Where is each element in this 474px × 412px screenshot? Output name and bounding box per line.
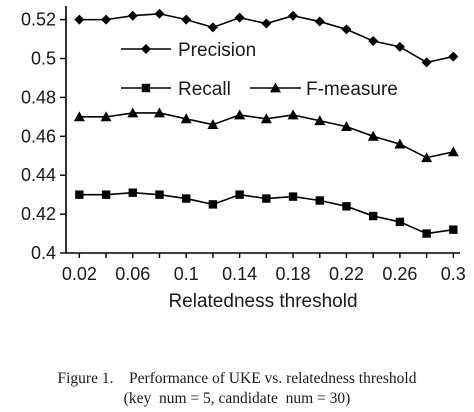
- data-point-f-measure: [394, 138, 406, 149]
- data-point-precision: [154, 8, 165, 19]
- data-point-precision: [207, 22, 218, 33]
- x-tick-label: 0.1: [174, 264, 199, 284]
- legend-marker-recall: [141, 83, 151, 93]
- data-point-recall: [262, 194, 271, 203]
- chart-series: [73, 8, 459, 238]
- data-point-recall: [368, 211, 378, 221]
- data-point-precision: [181, 14, 192, 25]
- x-tick-label: 0.22: [329, 264, 364, 284]
- y-tick-label: 0.42: [21, 204, 56, 224]
- data-point-f-measure: [287, 109, 299, 120]
- data-point-recall: [155, 190, 164, 199]
- x-tick-label: 0.3: [441, 264, 466, 284]
- x-axis-title: Relatedness threshold: [168, 291, 357, 312]
- legend-entry-recall: Recall: [121, 79, 231, 100]
- y-tick-label: 0.52: [21, 10, 56, 30]
- data-point-precision: [341, 24, 352, 35]
- y-tick-label: 0.5: [31, 49, 56, 69]
- data-point-precision: [314, 16, 325, 27]
- series-recall: [75, 188, 458, 238]
- data-point-f-measure: [260, 113, 272, 124]
- data-point-f-measure: [153, 107, 165, 118]
- legend-label-precision: Precision: [178, 40, 256, 61]
- data-point-f-measure: [127, 107, 139, 118]
- series-precision: [74, 8, 459, 68]
- data-point-recall: [101, 190, 111, 199]
- data-point-f-measure: [447, 146, 459, 157]
- y-tick-label: 0.4: [31, 243, 56, 263]
- data-point-recall: [235, 190, 244, 199]
- data-point-recall: [395, 217, 405, 227]
- x-tick-label: 0.26: [382, 264, 417, 284]
- data-point-recall: [422, 229, 431, 238]
- chart-axes: 0.4 0.42 0.44 0.46 0.48 0.5 0.52 0.02 0.06 0.1 0.1…: [21, 6, 466, 284]
- x-tick-label: 0.02: [62, 264, 97, 284]
- legend-entry-f-measure: F-measure: [250, 79, 398, 100]
- y-tick-label: 0.46: [21, 126, 56, 146]
- data-point-f-measure: [100, 111, 112, 122]
- data-point-f-measure: [180, 113, 192, 124]
- legend-marker-precision: [141, 44, 151, 54]
- data-point-f-measure: [73, 111, 85, 122]
- legend-label-recall: Recall: [178, 79, 231, 100]
- x-tick-label: 0.14: [222, 264, 257, 284]
- data-point-f-measure: [314, 115, 326, 126]
- data-point-f-measure: [340, 121, 352, 131]
- legend-entry-precision: Precision: [121, 40, 256, 61]
- y-tick-label: 0.44: [21, 165, 56, 185]
- data-point-recall: [449, 225, 458, 234]
- data-point-f-measure: [234, 109, 246, 120]
- chart-legend: Precision Recall F-measure: [121, 40, 398, 100]
- data-point-f-measure: [207, 119, 219, 130]
- x-tick-label: 0.18: [276, 264, 311, 284]
- data-point-precision: [448, 51, 459, 62]
- data-point-precision: [74, 14, 85, 25]
- data-point-recall: [208, 200, 218, 209]
- data-point-precision: [234, 12, 245, 23]
- y-tick-label: 0.48: [21, 87, 56, 107]
- legend-marker-f-measure: [270, 82, 281, 93]
- data-point-precision: [394, 41, 405, 52]
- data-point-f-measure: [421, 152, 433, 163]
- figure-caption-line-2: (key num = 5, candidate num = 30): [123, 390, 351, 407]
- data-point-recall: [342, 202, 351, 211]
- legend-label-f-measure: F-measure: [306, 79, 398, 100]
- x-tick-label: 0.06: [115, 264, 150, 284]
- data-point-precision: [288, 10, 299, 21]
- data-point-recall: [288, 192, 298, 201]
- data-point-precision: [127, 10, 138, 21]
- data-point-recall: [182, 194, 191, 203]
- data-point-precision: [261, 18, 272, 29]
- data-point-recall: [75, 190, 84, 199]
- data-point-precision: [421, 57, 432, 68]
- data-point-recall: [315, 196, 324, 205]
- data-point-recall: [128, 188, 137, 197]
- data-point-precision: [101, 14, 112, 25]
- figure-caption-line-1: Figure 1. Performance of UKE vs. related…: [57, 370, 417, 387]
- data-point-f-measure: [367, 130, 379, 141]
- data-point-precision: [368, 36, 379, 47]
- series-f-measure: [73, 107, 459, 163]
